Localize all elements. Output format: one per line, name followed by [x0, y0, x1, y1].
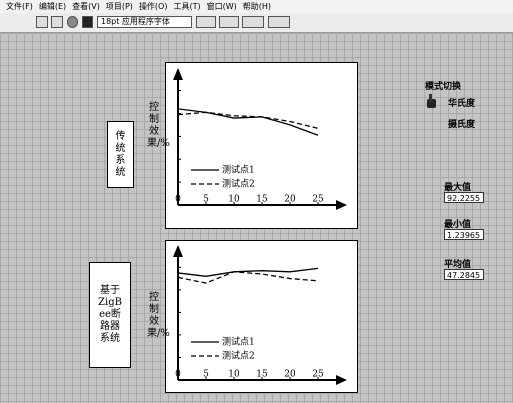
- y-axis-label: 控制效果/%: [147, 102, 161, 150]
- resize-button[interactable]: [242, 16, 264, 28]
- x-tick-label: 15: [256, 370, 268, 380]
- y-axis-arrow: [173, 68, 183, 80]
- abort-button[interactable]: [67, 16, 78, 28]
- x-tick-label: 0: [175, 195, 181, 205]
- x-tick-label: 20: [284, 370, 296, 380]
- menu-item[interactable]: 窗口(W): [207, 0, 237, 13]
- stat-value: 92.2255: [444, 192, 484, 203]
- menu-item[interactable]: 编辑(E): [39, 0, 66, 13]
- menu-bar: 文件(F) 编辑(E) 查看(V) 项目(P) 操作(O) 工具(T) 窗口(W) 帮助(H): [0, 0, 513, 13]
- y-axis-arrow: [173, 245, 183, 257]
- menu-item[interactable]: 操作(O): [139, 0, 168, 13]
- menu-item[interactable]: 查看(V): [72, 0, 100, 13]
- run-continuous-button[interactable]: [51, 16, 63, 28]
- stat-value: 1.23965: [444, 229, 484, 240]
- stat-value: 47.2845: [444, 269, 484, 280]
- series-line: [178, 272, 318, 283]
- toolbar: 18pt 应用程序字体: [0, 13, 513, 33]
- legend-label: 测试点2: [222, 178, 255, 190]
- font-dropdown[interactable]: 18pt 应用程序字体: [97, 16, 192, 28]
- legend-label: 测试点1: [222, 164, 255, 176]
- line-chart: 0204060801000510152025时间/s测试点1测试点2: [165, 62, 358, 229]
- x-tick-label: 25: [312, 370, 324, 380]
- mode-option[interactable]: 摄氏度: [448, 117, 475, 130]
- menu-item[interactable]: 文件(F): [6, 0, 33, 13]
- x-tick-label: 25: [312, 195, 324, 205]
- distribute-button[interactable]: [219, 16, 239, 28]
- x-tick-label: 15: [256, 195, 268, 205]
- series-line: [178, 112, 318, 128]
- system-label: 基于ZigBee断路器系统: [89, 262, 131, 368]
- x-axis-arrow: [336, 375, 347, 385]
- x-tick-label: 5: [203, 195, 209, 205]
- legend-label: 测试点2: [222, 350, 255, 362]
- system-label: 传统系统: [107, 121, 134, 188]
- menu-item[interactable]: 帮助(H): [243, 0, 271, 13]
- mode-option[interactable]: 华氏度: [448, 96, 475, 109]
- x-axis-arrow: [336, 200, 347, 210]
- pause-button[interactable]: [82, 16, 93, 28]
- series-line: [178, 109, 318, 135]
- x-tick-label: 5: [203, 370, 209, 380]
- labview-window: 文件(F) 编辑(E) 查看(V) 项目(P) 操作(O) 工具(T) 窗口(W) 帮助(H)…: [0, 0, 513, 403]
- menu-item[interactable]: 工具(T): [173, 0, 200, 13]
- x-tick-label: 20: [284, 195, 296, 205]
- x-tick-label: 0: [175, 370, 181, 380]
- line-chart: 0204060801000510152025时间/s测试点1测试点2: [165, 240, 358, 393]
- x-tick-label: 10: [228, 195, 240, 205]
- toggle-switch[interactable]: [424, 94, 438, 110]
- x-tick-label: 10: [228, 370, 240, 380]
- menu-item[interactable]: 项目(P): [106, 0, 133, 13]
- run-button[interactable]: [36, 16, 48, 28]
- switch-lever: [429, 94, 432, 102]
- legend-label: 测试点1: [222, 336, 255, 348]
- reorder-button[interactable]: [268, 16, 290, 28]
- align-button[interactable]: [196, 16, 216, 28]
- mode-title: 模式切换: [425, 79, 461, 92]
- y-axis-label: 控制效果/%: [147, 292, 161, 340]
